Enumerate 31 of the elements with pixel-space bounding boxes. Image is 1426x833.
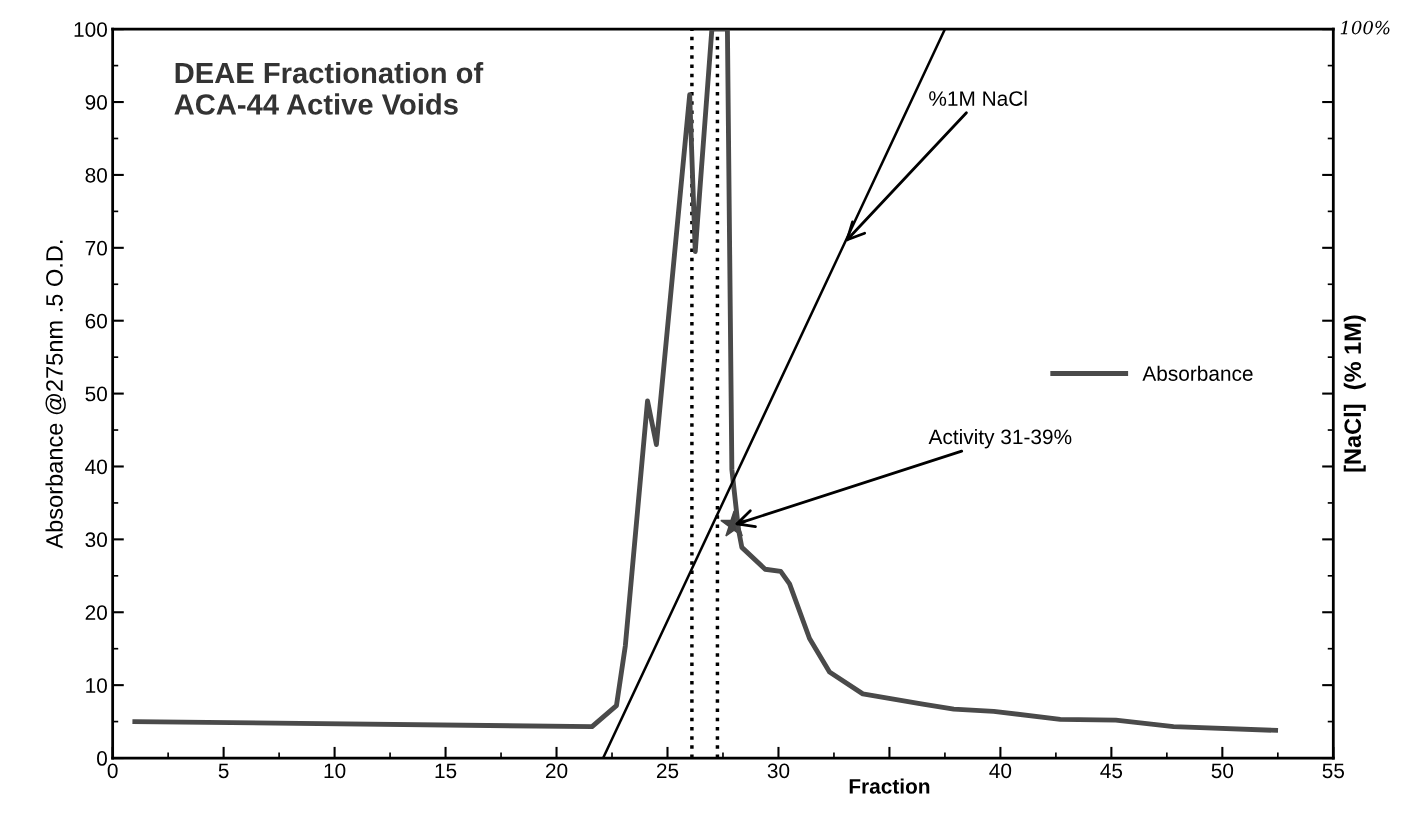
y-tick-label: 70 [85, 240, 107, 256]
x-tick-label: 30 [767, 763, 790, 779]
y-tick-label: 60 [85, 313, 107, 329]
y-tick-label: 40 [85, 459, 107, 475]
x-tick-label: 55 [1322, 763, 1345, 779]
y-tick-label: 30 [85, 532, 107, 548]
annotation: %1M NaCl [929, 90, 1027, 106]
text: DEAE Fractionation of ACA-44 Active Voids [174, 61, 484, 115]
text: 100% [1340, 20, 1390, 35]
y-axis-title: Absorbance @275nm .5 O.D. [45, 240, 66, 549]
annotation: Activity 31-39% [928, 428, 1072, 449]
x-tick-label: 45 [1100, 763, 1123, 779]
y-tick-label: 100 [74, 22, 107, 37]
x-tick-label: 15 [435, 763, 457, 779]
y-tick-label: 20 [85, 605, 107, 621]
x-tick-label: 40 [989, 763, 1012, 779]
x-tick-label: 20 [545, 763, 568, 779]
line-series [132, 29, 1279, 733]
legend-label: Absorbance [1142, 365, 1253, 381]
y-tick-label: 80 [85, 167, 107, 183]
y-tick-label: 10 [86, 678, 107, 693]
y-tick-label: 50 [85, 386, 107, 402]
y-tick-label: 90 [85, 95, 107, 110]
x-tick-label: 50 [1211, 763, 1234, 779]
x-tick-label: 10 [324, 763, 346, 779]
y2-axis-title: [NaCl] (% 1M) [1343, 315, 1366, 472]
x-axis-title: Fraction [849, 778, 930, 794]
y-tick-label: 0 [97, 751, 107, 766]
x-tick-label: 25 [656, 763, 679, 779]
x-tick-label: 0 [107, 763, 118, 779]
x-tick-label: 5 [218, 763, 229, 779]
